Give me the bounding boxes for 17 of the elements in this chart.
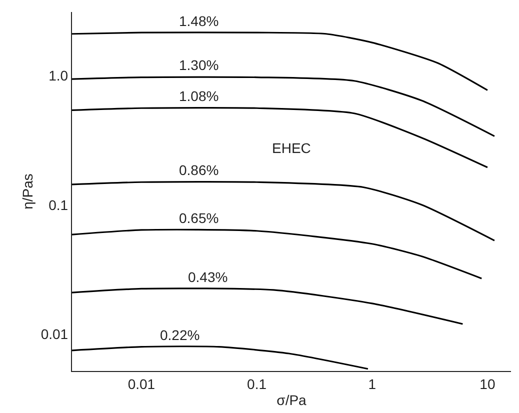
series-label: 1.48% (179, 13, 219, 29)
series-label: 0.22% (160, 327, 200, 343)
series-label: 1.08% (179, 88, 219, 104)
x-tick-label: 10 (480, 376, 496, 392)
x-tick-label: 0.1 (247, 376, 267, 392)
series-label: 0.86% (179, 162, 219, 178)
x-tick-label: 1 (368, 376, 376, 392)
y-tick-label: 1.0 (48, 67, 68, 84)
y-tick-label: 0.01 (40, 326, 68, 342)
y-tick-label: 0.1 (48, 196, 68, 213)
x-tick-label: 0.01 (128, 376, 156, 392)
series-label: 1.30% (179, 57, 219, 73)
series-label: 0.43% (188, 269, 228, 285)
y-axis-title: η/Pas (19, 174, 36, 210)
annotation: EHEC (272, 140, 311, 156)
x-axis-title: σ/Pa (276, 392, 307, 408)
series-label: 0.65% (179, 210, 219, 226)
